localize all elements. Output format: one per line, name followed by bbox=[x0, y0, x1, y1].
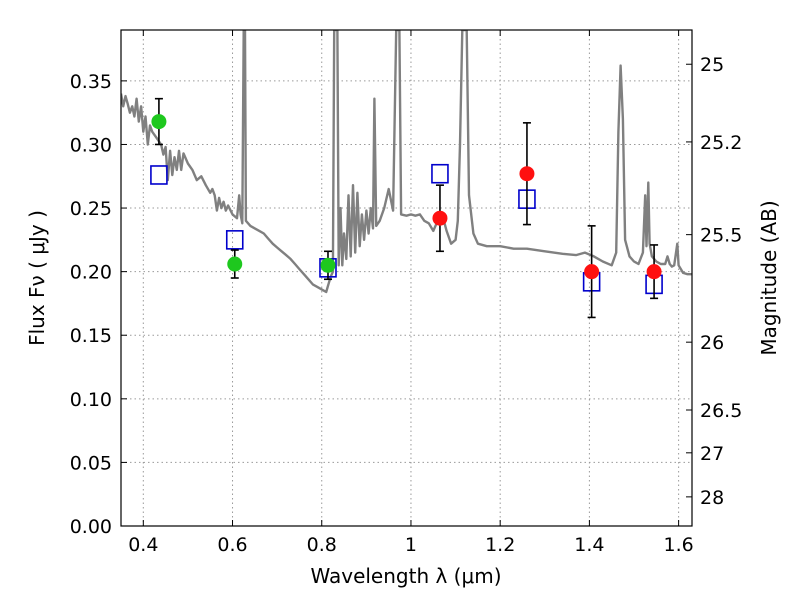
y-tick-label: 0.15 bbox=[70, 325, 112, 347]
observed-point bbox=[151, 114, 167, 130]
y-tick-label: 0.35 bbox=[70, 71, 112, 93]
y2-axis-label: Magnitude (AB) bbox=[757, 200, 781, 355]
y-tick-label: 0.20 bbox=[70, 262, 112, 284]
y-tick-label: 0.00 bbox=[70, 516, 112, 538]
grid bbox=[121, 30, 692, 527]
observed-point bbox=[227, 256, 243, 272]
x-tick-label: 1.4 bbox=[574, 534, 604, 556]
y2-tick-label: 25 bbox=[700, 54, 724, 76]
x-tick-label: 0.4 bbox=[128, 534, 158, 556]
plot-frame bbox=[120, 29, 693, 527]
y2-tick-label: 27 bbox=[700, 443, 724, 465]
y2-tick-label: 25.5 bbox=[700, 225, 742, 247]
x-axis-label: Wavelength λ (μm) bbox=[310, 564, 501, 588]
model-photometry-square bbox=[225, 230, 244, 250]
y-tick-label: 0.10 bbox=[70, 389, 112, 411]
ticks: 0.4 0.6 0.8 1 1.2 1.4 1.6 0.00 0.05 0.10 0.15 0.20 0… bbox=[70, 30, 742, 556]
model-spectrum-line bbox=[121, 30, 692, 294]
y-tick-label: 0.25 bbox=[70, 198, 112, 220]
observed-point bbox=[432, 210, 448, 226]
plot-area bbox=[121, 30, 692, 294]
x-tick-label: 1.6 bbox=[664, 534, 694, 556]
markers bbox=[150, 97, 663, 319]
y2-tick-label: 26 bbox=[700, 332, 724, 354]
x-tick-label: 0.6 bbox=[217, 534, 247, 556]
observed-point bbox=[646, 264, 662, 280]
y2-tick-label: 28 bbox=[700, 487, 724, 509]
y-tick-label: 0.05 bbox=[70, 452, 112, 474]
y-axis-label: Flux Fν ( μJy ) bbox=[25, 210, 49, 346]
x-tick-label: 1.2 bbox=[485, 534, 515, 556]
y2-tick-label: 26.5 bbox=[700, 400, 742, 422]
model-photometry-square bbox=[150, 165, 168, 185]
observed-point bbox=[320, 257, 336, 273]
y-tick-label: 0.30 bbox=[70, 134, 112, 156]
observed-point bbox=[584, 264, 600, 280]
model-photometry-square bbox=[431, 163, 449, 184]
y2-tick-label: 25.2 bbox=[700, 132, 742, 154]
observed-point bbox=[519, 166, 535, 182]
x-tick-label: 1 bbox=[405, 534, 417, 556]
x-tick-label: 0.8 bbox=[307, 534, 337, 556]
